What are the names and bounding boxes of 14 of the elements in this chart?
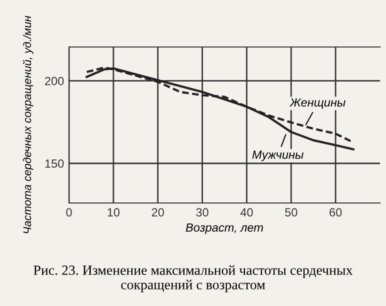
- x-axis-title: Возраст, лет: [186, 223, 263, 234]
- x-tick-label: 60: [330, 208, 342, 217]
- series-label: Женщины: [289, 98, 346, 109]
- x-tick-label: 30: [196, 208, 208, 217]
- y-tick-label: 150: [45, 159, 64, 168]
- y-axis-title: Частота сердечных сокращений, уд./мин: [22, 16, 34, 234]
- x-tick-label: 20: [152, 208, 164, 217]
- legend-label: Мужчины: [252, 150, 304, 162]
- text: Рис. 23. Изменение максимальной частоты сердечных сокращений с возрастом: [34, 265, 353, 292]
- x-tick-label: 50: [285, 208, 298, 217]
- x-tick-label: 40: [240, 208, 253, 217]
- x-tick-label: 10: [108, 208, 120, 217]
- y-tick-label: 200: [45, 76, 64, 86]
- x-tick-label: 0: [66, 208, 72, 217]
